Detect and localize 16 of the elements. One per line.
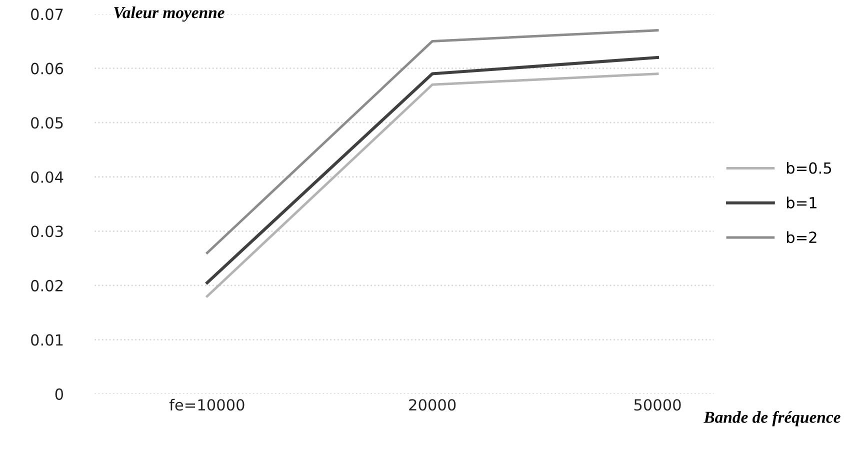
y-tick-label: 0.05 xyxy=(31,117,63,129)
y-tick-label: 0.02 xyxy=(31,280,63,292)
x-tick-label: 20000 xyxy=(409,399,456,411)
x-tick-label: fe=10000 xyxy=(169,398,244,411)
legend-label: b=0.5 xyxy=(786,162,832,174)
legend-label: b=2 xyxy=(786,231,816,244)
x-tick-label: 50000 xyxy=(634,399,681,411)
y-tick-label: 0.03 xyxy=(31,226,63,238)
x-axis-title: Bande de fréquence xyxy=(704,411,840,426)
legend-label: b=1 xyxy=(786,196,816,208)
y-tick-label: 0.04 xyxy=(31,171,64,183)
y-tick-label: 0 xyxy=(55,388,64,400)
y-tick-label: 0.01 xyxy=(31,334,63,346)
y-tick-label: 0.06 xyxy=(31,62,64,74)
y-tick-label: 0.07 xyxy=(31,8,63,20)
y-axis-title: Valeur moyenne xyxy=(114,6,224,22)
